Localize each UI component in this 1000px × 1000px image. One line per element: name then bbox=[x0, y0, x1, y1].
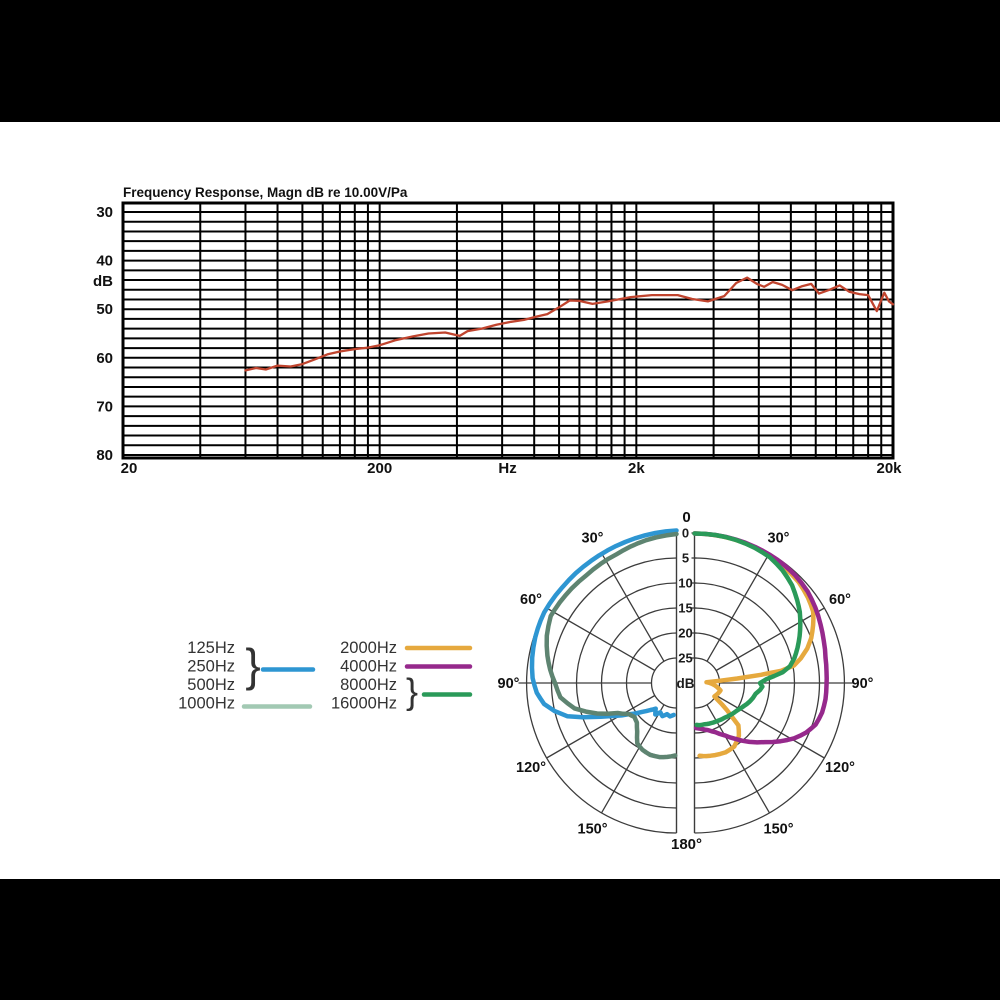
fr-y-tick-label: 50 bbox=[96, 301, 113, 318]
polar-angle-label: 180° bbox=[671, 836, 702, 853]
spec-sheet-panel: Frequency Response, Magn dB re 10.00V/Pa… bbox=[0, 122, 1000, 879]
polar-angle-label: 30° bbox=[768, 531, 790, 547]
legend-brace: } bbox=[406, 671, 418, 712]
polar-ring-label: 15 bbox=[678, 601, 692, 616]
legend-label: 16000Hz bbox=[331, 695, 397, 713]
polar-pattern-chart: 0 5 10 15 20 25 dB 0 30° 30° 60° 60° 90° 90° 120° 120° 1… bbox=[178, 509, 874, 853]
fr-x-unit-label: Hz bbox=[498, 460, 516, 477]
polar-angle-label: 90° bbox=[498, 676, 520, 692]
polar-spoke-left bbox=[546, 694, 656, 759]
polar-angle-label: 150° bbox=[764, 821, 794, 837]
polar-curve-1000-hz bbox=[544, 531, 679, 760]
frequency-response-curve bbox=[244, 276, 895, 372]
legend-label: 8000Hz bbox=[340, 676, 397, 694]
polar-curve-8000-16000-hz bbox=[692, 531, 803, 728]
polar-angle-label: 90° bbox=[852, 676, 874, 692]
polar-spoke-left bbox=[546, 607, 656, 672]
polar-angle-label: 60° bbox=[829, 592, 851, 608]
legend-label: 1000Hz bbox=[178, 695, 235, 713]
polar-ring-label: 0 bbox=[682, 526, 689, 541]
fr-axis-labels: 30 40 dB 50 60 70 80 20 200 Hz 2k 20k bbox=[93, 204, 902, 477]
polar-angle-label: 30° bbox=[582, 531, 604, 547]
polar-angle-label: 120° bbox=[516, 760, 546, 776]
legend-label: 125Hz bbox=[187, 639, 235, 657]
fr-plot-border bbox=[121, 201, 895, 460]
polar-curve-4000-hz bbox=[692, 531, 829, 745]
polar-angle-label: 0 bbox=[682, 509, 690, 526]
fr-y-unit-label: dB bbox=[93, 273, 113, 290]
fr-x-tick-label: 200 bbox=[367, 460, 392, 477]
fr-y-tick-label: 30 bbox=[96, 204, 113, 221]
fr-x-tick-label: 2k bbox=[628, 460, 645, 477]
polar-spoke-left bbox=[600, 552, 665, 662]
polar-series bbox=[529, 528, 829, 760]
polar-angle-label: 150° bbox=[578, 821, 608, 837]
fr-y-tick-label: 70 bbox=[96, 398, 113, 415]
fr-chart-title: Frequency Response, Magn dB re 10.00V/Pa bbox=[123, 185, 408, 200]
polar-ring-label: 5 bbox=[682, 551, 689, 566]
polar-ring-left bbox=[650, 657, 677, 709]
frequency-response-chart: Frequency Response, Magn dB re 10.00V/Pa… bbox=[93, 185, 902, 477]
legend-label: 250Hz bbox=[187, 658, 235, 676]
fr-grid bbox=[121, 201, 895, 460]
legend-label: 500Hz bbox=[187, 676, 235, 694]
fr-x-tick-label: 20 bbox=[121, 460, 138, 477]
fr-x-tick-label: 20k bbox=[876, 460, 902, 477]
polar-spoke-right bbox=[715, 607, 825, 672]
fr-y-tick-label: 80 bbox=[96, 447, 113, 464]
polar-spoke-left bbox=[600, 704, 665, 814]
legend-label: 2000Hz bbox=[340, 639, 397, 657]
polar-angle-label: 60° bbox=[520, 592, 542, 608]
legend-brace: } bbox=[245, 639, 260, 691]
charts-svg: Frequency Response, Magn dB re 10.00V/Pa… bbox=[93, 185, 902, 853]
fr-series bbox=[244, 276, 895, 372]
legend-label: 4000Hz bbox=[340, 658, 397, 676]
fr-y-tick-label: 40 bbox=[96, 253, 113, 270]
polar-angle-label: 120° bbox=[825, 760, 855, 776]
polar-labels: 0 5 10 15 20 25 dB 0 30° 30° 60° 60° 90° 90° 120° 120° 1… bbox=[498, 509, 874, 853]
polar-curve-125-250-500-hz bbox=[529, 528, 679, 720]
polar-ring-label: 10 bbox=[678, 576, 692, 591]
polar-spoke-right bbox=[706, 552, 771, 662]
polar-ring-label: 20 bbox=[678, 626, 692, 641]
polar-spoke-right bbox=[715, 694, 825, 759]
polar-db-center-label: dB bbox=[677, 676, 695, 691]
polar-ring-label: 25 bbox=[678, 651, 692, 666]
fr-y-tick-label: 60 bbox=[96, 350, 113, 367]
